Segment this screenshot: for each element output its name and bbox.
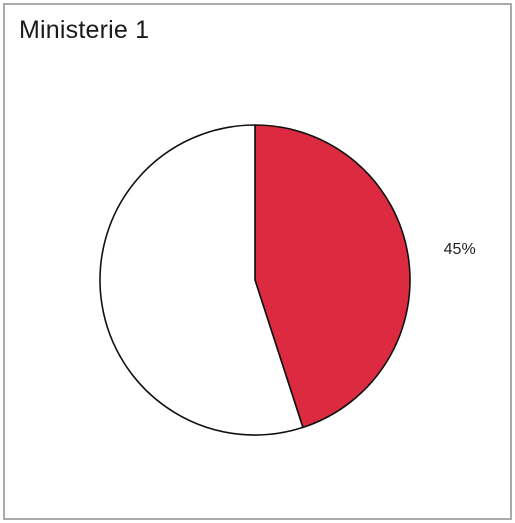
pie-labels: 45% — [444, 241, 476, 258]
pie-slice-label-0: 45% — [444, 241, 476, 258]
pie-slice-1 — [99, 124, 304, 436]
chart-title: Ministerie 1 — [19, 16, 150, 44]
pie-slice-0 — [254, 124, 411, 429]
pie-slices — [99, 124, 411, 436]
